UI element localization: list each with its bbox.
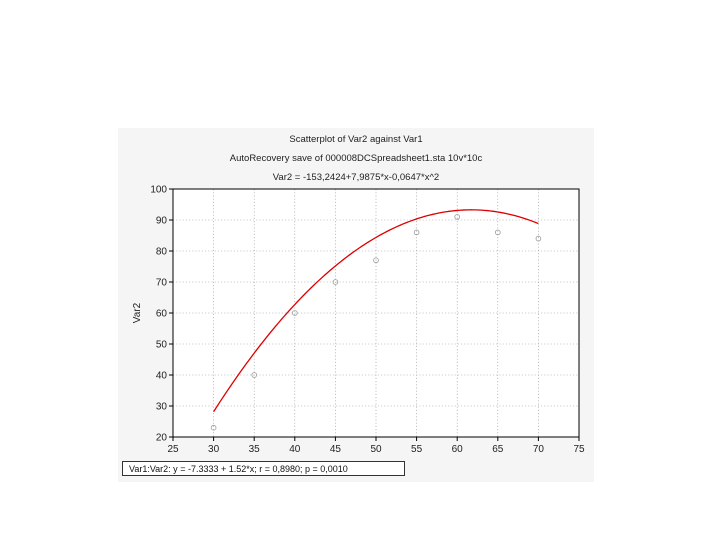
scatter-plot: 25 30 35 40 45 50 55 60 65 70 75 20 30 40 50 60 70 80 90 10… [132,185,585,456]
x-tick-label: 65 [492,444,504,455]
x-tick-label: 70 [533,444,545,455]
y-tick-label: 40 [156,371,168,382]
data-point [332,279,339,285]
y-axis-title: Var2 [132,302,143,323]
y-tick-label: 20 [156,433,168,444]
x-tick-label: 30 [208,444,220,455]
x-tick-label: 60 [452,444,464,455]
data-point [251,372,258,378]
data-point [210,424,217,431]
data-point [454,214,461,220]
y-tick-label: 100 [150,185,167,196]
data-point [535,235,542,242]
data-point [292,310,298,316]
x-tick-label: 50 [370,444,382,455]
y-tick-label: 80 [156,247,168,258]
y-tick-label: 90 [156,216,168,227]
x-tick-label: 55 [411,444,423,455]
chart-panel: Scatterplot of Var2 against Var1 AutoRec… [118,128,594,482]
regression-stats-box: Var1:Var2: y = -7.3333 + 1.52*x; r = 0,8… [122,461,405,476]
fit-equation: Var2 = -153,2424+7,9875*x-0,0647*x^2 [272,172,440,183]
chart-subtitle: AutoRecovery save of 000008DCSpreadsheet… [229,153,483,164]
fit-curve [213,209,539,413]
y-tick-label: 50 [156,340,168,351]
data-point [373,257,379,264]
data-point [494,229,501,236]
x-tick-label: 40 [289,444,301,455]
chart-title: Scatterplot of Var2 against Var1 [289,134,423,145]
data-point [413,229,420,236]
x-tick-label: 75 [573,444,585,455]
y-tick-label: 30 [156,402,168,413]
y-tick-label: 70 [156,278,168,289]
x-tick-label: 35 [249,444,261,455]
x-tick-label: 45 [330,444,342,455]
x-tick-label: 25 [167,444,179,455]
y-tick-label: 60 [156,309,168,320]
